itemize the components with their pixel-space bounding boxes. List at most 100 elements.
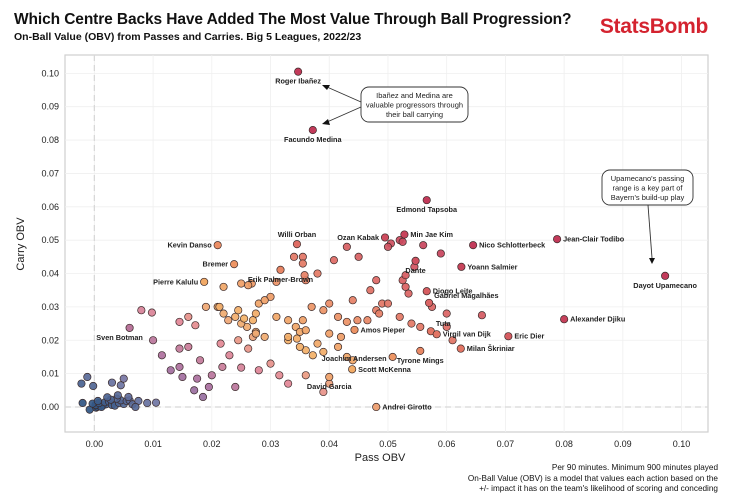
data-point (131, 402, 140, 412)
data-point (442, 322, 451, 331)
data-point (260, 296, 269, 305)
data-point (234, 336, 243, 345)
data-point (372, 276, 381, 285)
data-point (237, 363, 246, 372)
annotation-text: valuable progressors through (366, 101, 463, 110)
data-point (436, 249, 445, 258)
data-point (383, 299, 393, 308)
data-point (419, 241, 428, 250)
data-point (119, 374, 128, 383)
data-point (157, 351, 166, 360)
data-point (398, 237, 407, 246)
point-label: Willi Orban (278, 230, 316, 239)
point-label: Erik Palmer-Brown (248, 275, 313, 284)
data-point (175, 317, 184, 326)
data-point (404, 289, 413, 298)
data-point (363, 316, 372, 325)
labeled-data-point (125, 323, 134, 332)
data-point (244, 344, 253, 353)
data-point (124, 392, 133, 402)
labeled-data-point (432, 330, 441, 339)
data-point (204, 382, 213, 392)
statsbomb-logo: StatsBomb (599, 15, 708, 38)
point-label: Milan Škriniar (467, 344, 515, 353)
chart-title: Which Centre Backs Have Added The Most V… (14, 11, 572, 28)
data-point (295, 342, 304, 351)
point-label: Tyrone Mings (397, 356, 444, 365)
data-point (231, 312, 240, 321)
point-label: Kevin Danso (167, 241, 212, 250)
data-point (149, 336, 158, 345)
data-point (298, 252, 307, 261)
annotation-arrow (647, 204, 653, 259)
point-label: Scott McKenna (358, 365, 412, 374)
data-point (184, 312, 193, 321)
point-label: Roger Ibañez (275, 77, 321, 86)
data-point (395, 312, 404, 321)
data-point (301, 371, 310, 380)
labeled-data-point (380, 233, 390, 242)
y-tick-label: 0.00 (41, 402, 59, 412)
data-point (329, 256, 338, 265)
labeled-data-point (416, 346, 425, 355)
arrowhead-icon (649, 258, 655, 264)
data-point (334, 312, 343, 321)
point-label: Eric Dier (514, 332, 544, 341)
y-tick-label: 0.06 (41, 202, 59, 212)
data-point (216, 339, 225, 348)
annotation-box (601, 169, 694, 206)
data-point (289, 252, 299, 261)
data-point (342, 317, 351, 326)
point-label: Diogo Leite (433, 287, 473, 296)
footnote-line: On-Ball Value (OBV) is a model that valu… (467, 473, 718, 483)
data-point (307, 302, 316, 311)
labeled-data-point (411, 256, 420, 265)
data-point (348, 296, 357, 305)
data-point (237, 279, 246, 288)
data-point (143, 398, 152, 408)
data-point (348, 356, 357, 365)
data-point (383, 242, 393, 251)
data-point (193, 374, 202, 383)
y-tick-label: 0.05 (41, 235, 59, 245)
footnote-line: Per 90 minutes. Minimum 900 minutes play… (551, 463, 718, 472)
annotation-text: their ball carrying (386, 110, 443, 119)
data-point (201, 302, 210, 311)
data-point (308, 351, 317, 360)
data-point (284, 316, 293, 325)
y-axis-ticks: 0.00 0.01 0.02 0.03 0.04 0.05 0.06 0.07 0.08 0.09… (41, 68, 59, 412)
point-label: Edmond Tapsoba (396, 205, 458, 214)
data-point (240, 314, 249, 323)
point-label: Pierre Kalulu (153, 277, 198, 286)
point-label: Dante (405, 266, 425, 275)
data-point (78, 398, 87, 408)
point-label: Jean-Clair Todibo (563, 235, 625, 244)
annotation-upamecano: Upamecano's passing range is a key part … (601, 169, 694, 264)
data-point (354, 252, 363, 261)
point-label: Amos Pieper (360, 325, 405, 334)
annotation-arrow (326, 106, 362, 123)
data-point (272, 312, 281, 321)
labeled-data-point (294, 67, 303, 76)
y-tick-label: 0.07 (41, 168, 59, 178)
data-points (77, 67, 670, 414)
grid-lines (65, 55, 708, 432)
point-label: Andrei Girotto (382, 402, 432, 411)
annotation-text: Ibañez and Medina are (376, 91, 453, 100)
point-label: Ozan Kabak (337, 233, 380, 242)
labeled-data-point (350, 325, 359, 334)
data-point (175, 362, 184, 371)
point-label: Min Jae Kim (410, 230, 453, 239)
y-tick-label: 0.01 (41, 369, 59, 379)
data-point (319, 347, 328, 356)
point-label: Nico Schlotterbeck (479, 241, 546, 250)
labeled-data-point (348, 365, 357, 374)
data-point (342, 242, 351, 251)
data-point (184, 342, 193, 351)
annotation-ibanez-medina: Ibañez and Medina are valuable progresso… (322, 85, 469, 125)
y-axis-label: Carry OBV (15, 217, 27, 271)
data-point (336, 332, 346, 341)
arrowhead-icon (322, 119, 330, 125)
data-point (401, 271, 410, 280)
data-point (244, 281, 253, 290)
